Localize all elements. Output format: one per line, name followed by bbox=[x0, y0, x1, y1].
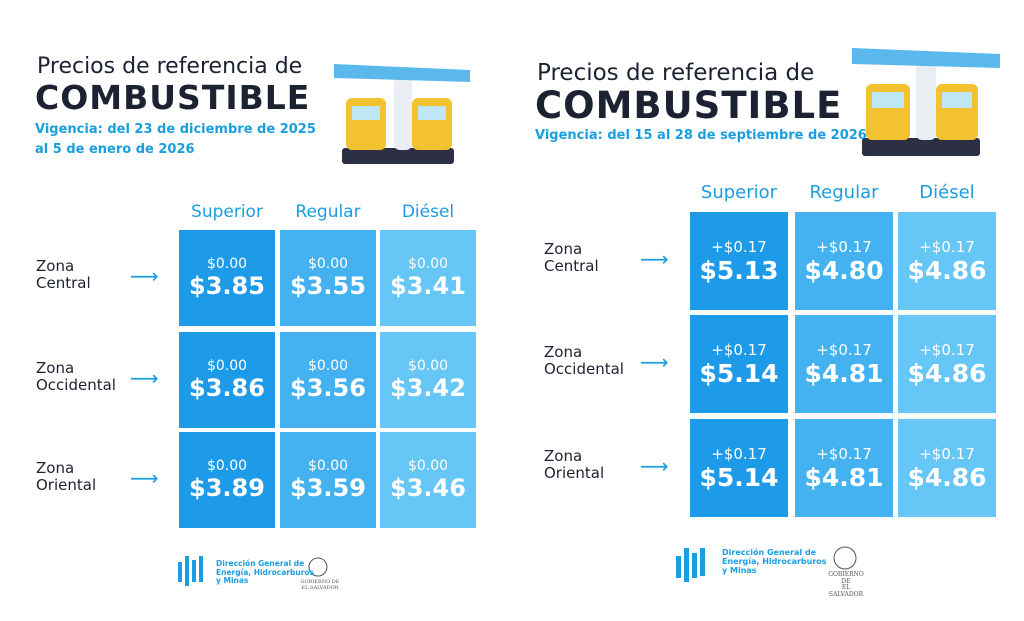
zone-label: Zona Central bbox=[544, 240, 599, 276]
zone-label: Zona Central bbox=[36, 257, 91, 293]
price: $3.56 bbox=[290, 374, 366, 402]
validity: Vigencia: del 15 al 28 de septiembre de … bbox=[535, 128, 867, 143]
price-cell: $0.00 $3.41 bbox=[380, 230, 476, 326]
arrow: ⟶ bbox=[130, 264, 159, 288]
price-change: $0.00 bbox=[407, 458, 449, 474]
price-cell: +$0.17 $5.13 bbox=[690, 212, 788, 310]
column-header: Superior bbox=[700, 182, 778, 203]
price-cell: +$0.17 $5.14 bbox=[690, 419, 788, 517]
price-cell: $0.00 $3.85 bbox=[179, 230, 275, 326]
price-cell: +$0.17 $4.86 bbox=[898, 419, 996, 517]
price-change: +$0.17 bbox=[919, 340, 975, 359]
price-change: $0.00 bbox=[307, 256, 349, 272]
price: $5.13 bbox=[699, 255, 779, 285]
price: $4.86 bbox=[907, 462, 987, 492]
title-line-2: COMBUSTIBLE bbox=[535, 84, 843, 127]
zone-label: Zona Oriental bbox=[544, 447, 605, 483]
price-change: +$0.17 bbox=[816, 237, 872, 256]
column-header: Superior bbox=[191, 202, 263, 222]
price: $5.14 bbox=[699, 462, 779, 492]
zone-label: Zona Oriental bbox=[36, 459, 97, 495]
gas-station-right bbox=[852, 48, 1000, 156]
price-change: $0.00 bbox=[307, 458, 349, 474]
price-cell: $0.00 $3.55 bbox=[280, 230, 376, 326]
price: $3.46 bbox=[390, 474, 466, 502]
arrow: ⟶ bbox=[130, 466, 159, 490]
price-change: $0.00 bbox=[407, 256, 449, 272]
arrow: ⟶ bbox=[640, 247, 669, 271]
price: $4.86 bbox=[907, 358, 987, 388]
column-header: Diésel bbox=[401, 202, 455, 222]
price-change: +$0.17 bbox=[919, 237, 975, 256]
price-cell: $0.00 $3.86 bbox=[179, 332, 275, 428]
price-cell: +$0.17 $4.86 bbox=[898, 212, 996, 310]
price-change: $0.00 bbox=[206, 458, 248, 474]
column-header: Diésel bbox=[919, 182, 975, 203]
zone-label: Zona Occidental bbox=[544, 343, 624, 379]
price-cell: +$0.17 $4.80 bbox=[795, 212, 893, 310]
price-cell: +$0.17 $5.14 bbox=[690, 315, 788, 413]
price: $3.59 bbox=[290, 474, 366, 502]
price-cell: $0.00 $3.56 bbox=[280, 332, 376, 428]
arrow: ⟶ bbox=[640, 350, 669, 374]
price-change: +$0.17 bbox=[816, 444, 872, 463]
price: $5.14 bbox=[699, 358, 779, 388]
title-line-2: COMBUSTIBLE bbox=[35, 78, 311, 117]
price: $4.81 bbox=[804, 358, 884, 388]
price-change: $0.00 bbox=[307, 358, 349, 374]
price: $3.89 bbox=[189, 474, 265, 502]
price: $3.85 bbox=[189, 272, 265, 300]
price-cell: +$0.17 $4.81 bbox=[795, 315, 893, 413]
price: $3.41 bbox=[390, 272, 466, 300]
government: GOBIERNO DE EL SALVADOR bbox=[828, 571, 864, 598]
price-change: +$0.17 bbox=[711, 340, 767, 359]
price: $4.86 bbox=[907, 255, 987, 285]
logo-right bbox=[676, 546, 857, 582]
price-change: +$0.17 bbox=[816, 340, 872, 359]
government: GOBIERNO DE EL SALVADOR bbox=[300, 579, 340, 591]
gas-station-left bbox=[334, 64, 470, 164]
price: $3.86 bbox=[189, 374, 265, 402]
price-change: +$0.17 bbox=[919, 444, 975, 463]
price: $4.81 bbox=[804, 462, 884, 492]
price: $3.42 bbox=[390, 374, 466, 402]
price-change: +$0.17 bbox=[711, 444, 767, 463]
title-line-1: Precios de referencia de bbox=[537, 60, 815, 86]
price-cell: +$0.17 $4.86 bbox=[898, 315, 996, 413]
column-header: Regular bbox=[809, 182, 879, 203]
price-cell: $0.00 $3.46 bbox=[380, 432, 476, 528]
price-change: $0.00 bbox=[206, 256, 248, 272]
price-cell: $0.00 $3.89 bbox=[179, 432, 275, 528]
price-change: $0.00 bbox=[407, 358, 449, 374]
price: $4.80 bbox=[804, 255, 884, 285]
footer-agency: Dirección General de Energía, Hidrocarbu… bbox=[216, 559, 315, 586]
price-cell: +$0.17 $4.81 bbox=[795, 419, 893, 517]
price-change: +$0.17 bbox=[711, 237, 767, 256]
arrow: ⟶ bbox=[130, 366, 159, 390]
footer-agency: Dirección General de Energía, Hidrocarbu… bbox=[722, 548, 827, 576]
validity: al 5 de enero de 2026 bbox=[35, 142, 195, 157]
column-header: Regular bbox=[295, 202, 361, 222]
validity: Vigencia: del 23 de diciembre de 2025 bbox=[35, 122, 316, 137]
logo-left bbox=[178, 556, 328, 586]
price-cell: $0.00 $3.42 bbox=[380, 332, 476, 428]
zone-label: Zona Occidental bbox=[36, 359, 116, 395]
price: $3.55 bbox=[290, 272, 366, 300]
price-cell: $0.00 $3.59 bbox=[280, 432, 376, 528]
price-change: $0.00 bbox=[206, 358, 248, 374]
title-line-1: Precios de referencia de bbox=[37, 54, 303, 79]
arrow: ⟶ bbox=[640, 454, 669, 478]
